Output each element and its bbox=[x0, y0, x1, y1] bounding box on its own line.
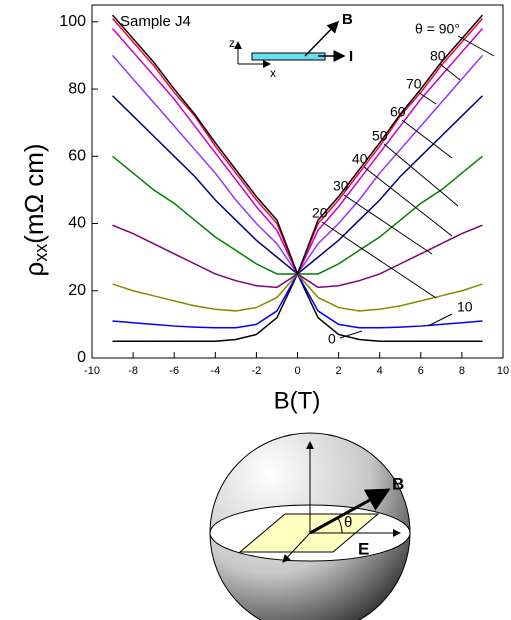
series-line bbox=[111, 14, 484, 277]
y-tick-label: 0 bbox=[77, 349, 86, 366]
angle-arc bbox=[337, 517, 343, 534]
leader-line bbox=[339, 330, 363, 339]
x-tick-label: 4 bbox=[377, 365, 383, 377]
y-tick-label: 60 bbox=[68, 148, 86, 165]
x-tick-label: -10 bbox=[84, 365, 100, 377]
leader-line bbox=[383, 143, 459, 207]
x-tick-label: -4 bbox=[210, 365, 220, 377]
diagram-label: E bbox=[358, 539, 369, 558]
series-line bbox=[112, 155, 483, 275]
curve-label: θ = 90° bbox=[415, 21, 460, 37]
curve-label: 40 bbox=[352, 151, 368, 167]
series-line bbox=[112, 95, 483, 275]
plane bbox=[238, 513, 380, 553]
b-arrow bbox=[309, 488, 391, 535]
diagram-label: B bbox=[392, 474, 404, 493]
curve-label: 70 bbox=[406, 76, 422, 92]
series-line bbox=[112, 272, 483, 342]
curve-label: 20 bbox=[312, 205, 328, 221]
leader-line bbox=[427, 313, 453, 327]
inset-arrow bbox=[304, 20, 340, 57]
diagram-label: θ bbox=[344, 514, 352, 531]
x-tick-label: 2 bbox=[336, 365, 342, 377]
x-tick-label: 6 bbox=[418, 365, 424, 377]
x-tick-label: 0 bbox=[294, 365, 300, 377]
inset-label: I bbox=[349, 48, 353, 65]
leader-line bbox=[401, 119, 453, 159]
leader-line bbox=[321, 221, 437, 299]
y-label-subscript: xx bbox=[31, 244, 51, 262]
sphere-diagram: B θ E bbox=[209, 432, 411, 620]
inset-label: x bbox=[270, 66, 276, 80]
inset-label: z bbox=[229, 36, 235, 50]
leader-line bbox=[343, 194, 433, 255]
series-line bbox=[111, 54, 484, 276]
leader-line bbox=[439, 63, 461, 81]
x-tick-label: 10 bbox=[497, 365, 509, 377]
annotation: Sample J4 bbox=[120, 13, 191, 30]
curve-label: 80 bbox=[430, 48, 446, 64]
curve-label: 60 bbox=[390, 104, 406, 120]
leader-line bbox=[363, 166, 453, 237]
y-label-unit: (mΩ cm) bbox=[19, 143, 49, 243]
y-tick-label: 100 bbox=[59, 13, 86, 30]
axis-arrow bbox=[282, 532, 311, 563]
inset-sample bbox=[251, 52, 326, 61]
y-axis-label: ρxx(mΩ cm) bbox=[19, 143, 51, 276]
series-line bbox=[112, 272, 483, 329]
curve-label: 0 bbox=[328, 331, 336, 347]
x-tick-label: -2 bbox=[252, 365, 262, 377]
inset-label: B bbox=[342, 11, 353, 28]
x-tick-label: -6 bbox=[169, 365, 179, 377]
y-label-symbol: ρ bbox=[19, 262, 49, 277]
y-tick-label: 40 bbox=[68, 215, 86, 232]
y-tick-label: 20 bbox=[68, 282, 86, 299]
x-tick-label: 8 bbox=[459, 365, 465, 377]
inset: z x B I bbox=[229, 11, 353, 80]
curve-label: 10 bbox=[457, 299, 473, 315]
series-line bbox=[112, 224, 483, 289]
x-tick-label: -8 bbox=[128, 365, 138, 377]
curve-label: 50 bbox=[372, 128, 388, 144]
y-tick-label: 80 bbox=[68, 80, 86, 97]
x-axis-label: B(T) bbox=[274, 387, 321, 414]
curve-label: 30 bbox=[333, 178, 349, 194]
leader-line bbox=[417, 91, 437, 105]
leader-line bbox=[457, 35, 495, 57]
